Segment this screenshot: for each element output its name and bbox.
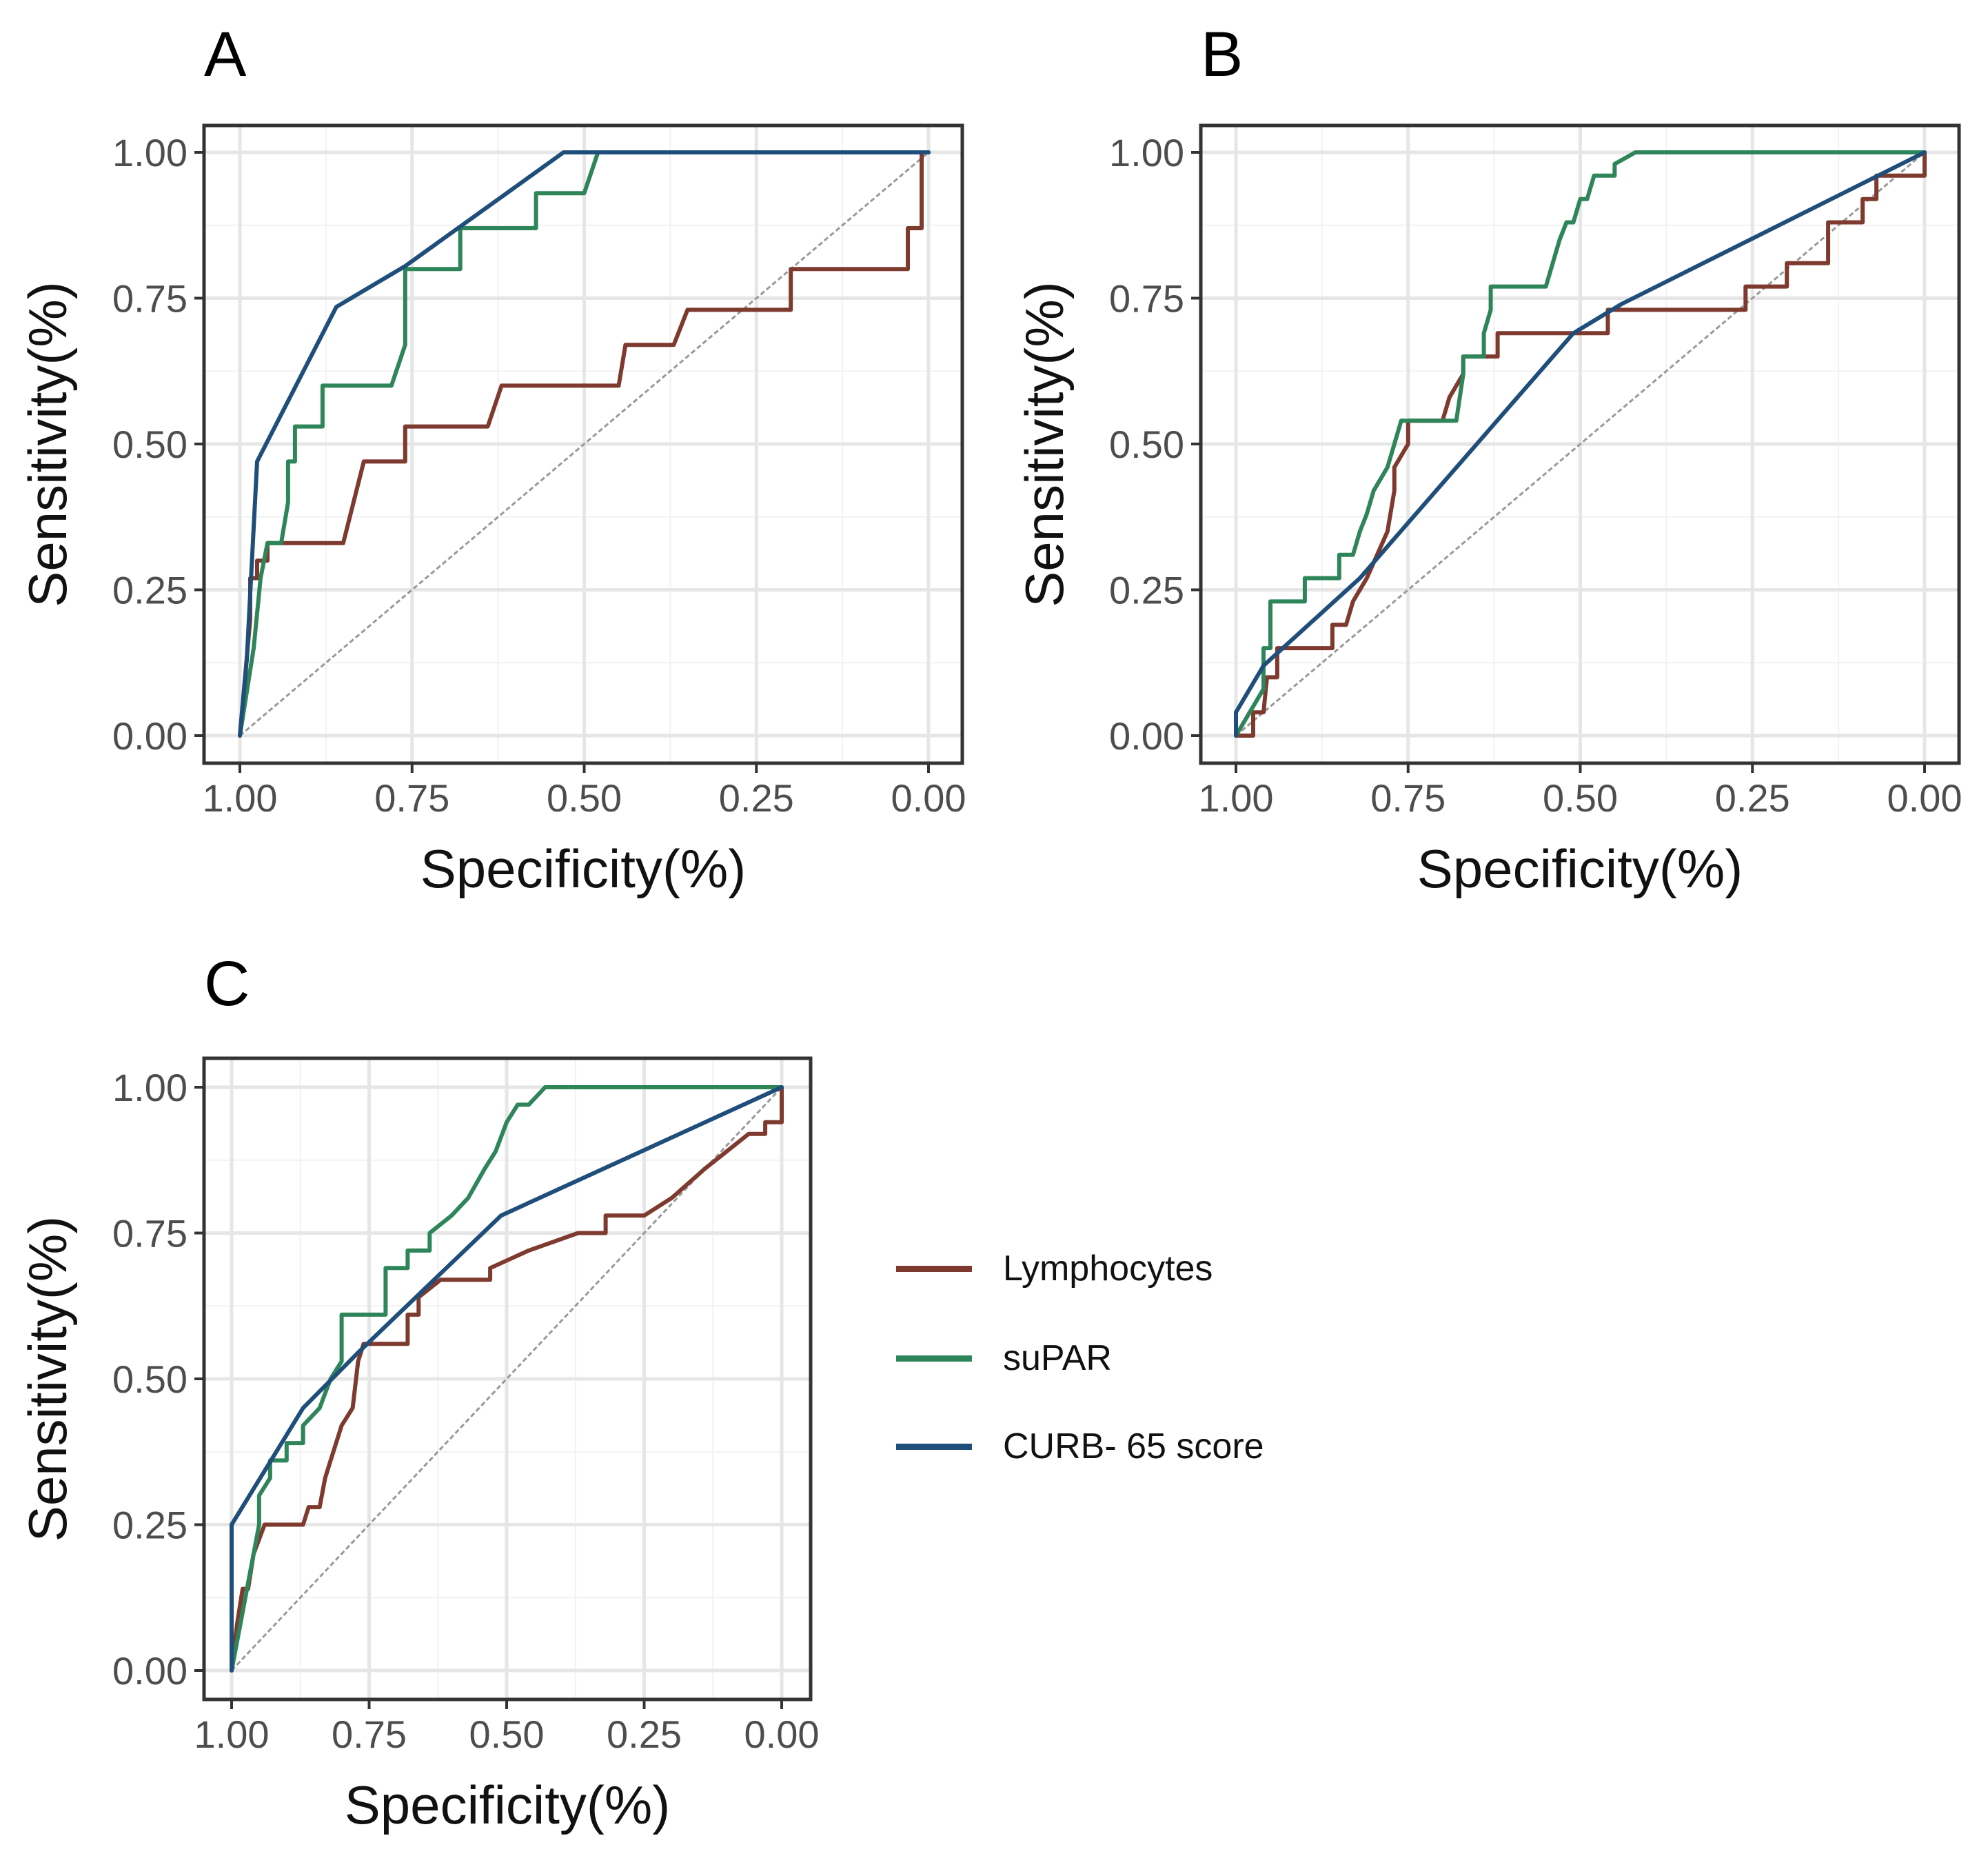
legend-label-curb65: CURB- 65 score — [1003, 1426, 1264, 1466]
x-tick-label: 0.25 — [607, 1713, 682, 1756]
x-axis-title: Specificity(%) — [345, 1775, 670, 1835]
y-tick-label: 0.00 — [112, 714, 187, 758]
x-tick-label: 1.00 — [1199, 776, 1274, 820]
panel-label: B — [1201, 19, 1243, 90]
x-tick-label: 0.25 — [719, 776, 794, 820]
legend-swatch-curb65 — [896, 1443, 972, 1450]
y-axis-title: Sensitivity(%) — [17, 281, 78, 607]
roc-curve-supar — [238, 150, 931, 738]
x-tick-label: 0.00 — [744, 1713, 820, 1756]
reference-diagonal — [1235, 151, 1925, 737]
y-tick-label: 0.50 — [112, 423, 187, 466]
legend-swatch-lymphocytes — [896, 1265, 972, 1272]
x-tick-label: 0.75 — [374, 776, 449, 820]
x-axis-title: Specificity(%) — [420, 838, 746, 899]
panel-c: 1.00 0.75 0.50 0.25 0.00 0.00 0.25 0.50 0.75 1.00… — [17, 949, 820, 1835]
roc-curve-curb-65-score — [1234, 150, 1927, 738]
y-tick-label: 0.00 — [1109, 714, 1184, 758]
panel-label: A — [204, 19, 247, 90]
roc-curve-supar — [1234, 150, 1927, 738]
roc-curve-lymphocytes — [230, 1085, 784, 1673]
y-tick-label: 0.75 — [1109, 277, 1184, 321]
x-tick-label: 1.00 — [203, 776, 278, 820]
y-tick-label: 0.50 — [1109, 423, 1184, 466]
y-tick-label: 0.25 — [1109, 569, 1184, 612]
x-tick-label: 0.50 — [547, 776, 622, 820]
roc-curve-curb-65-score — [238, 150, 931, 738]
panel-b: 1.00 0.75 0.50 0.25 0.00 0.00 0.25 0.50 0.75 1.00… — [1014, 19, 1962, 899]
y-tick-label: 0.75 — [112, 1212, 187, 1255]
y-axis-title: Sensitivity(%) — [17, 1216, 78, 1542]
x-tick-label: 0.50 — [469, 1713, 545, 1756]
roc-curve-supar — [230, 1085, 784, 1673]
x-tick-label: 0.75 — [1370, 776, 1446, 820]
x-tick-label: 0.00 — [891, 776, 966, 820]
y-tick-label: 1.00 — [112, 1066, 187, 1109]
x-tick-label: 0.25 — [1715, 776, 1790, 820]
x-tick-label: 0.00 — [1887, 776, 1962, 820]
panel-label: C — [204, 949, 250, 1019]
x-tick-label: 1.00 — [194, 1713, 270, 1756]
y-tick-label: 0.25 — [112, 1504, 187, 1547]
legend-swatch-supar — [896, 1355, 972, 1362]
roc-curve-lymphocytes — [1234, 150, 1927, 738]
y-tick-label: 0.50 — [112, 1357, 187, 1401]
y-tick-label: 0.75 — [112, 277, 187, 321]
roc-curve-lymphocytes — [238, 150, 931, 738]
legend-item-curb65: CURB- 65 score — [896, 1419, 1264, 1474]
x-tick-label: 0.75 — [332, 1713, 407, 1756]
y-tick-label: 0.00 — [112, 1649, 187, 1693]
x-tick-label: 0.50 — [1543, 776, 1618, 820]
legend-item-supar: suPAR — [896, 1331, 1112, 1386]
y-tick-label: 1.00 — [1109, 131, 1184, 174]
legend-label-supar: suPAR — [1003, 1338, 1112, 1378]
legend-item-lymphocytes: Lymphocytes — [896, 1241, 1213, 1296]
roc-curve-curb-65-score — [230, 1085, 784, 1673]
y-tick-label: 0.25 — [112, 569, 187, 612]
y-tick-label: 1.00 — [112, 131, 187, 174]
reference-diagonal — [239, 151, 929, 737]
legend-label-lymphocytes: Lymphocytes — [1003, 1249, 1213, 1289]
panel-a: 1.00 0.75 0.50 0.25 0.00 0.00 0.25 0.50 0.75 1.00… — [17, 19, 966, 899]
y-axis-title: Sensitivity(%) — [1014, 281, 1075, 607]
x-axis-title: Specificity(%) — [1417, 838, 1743, 899]
